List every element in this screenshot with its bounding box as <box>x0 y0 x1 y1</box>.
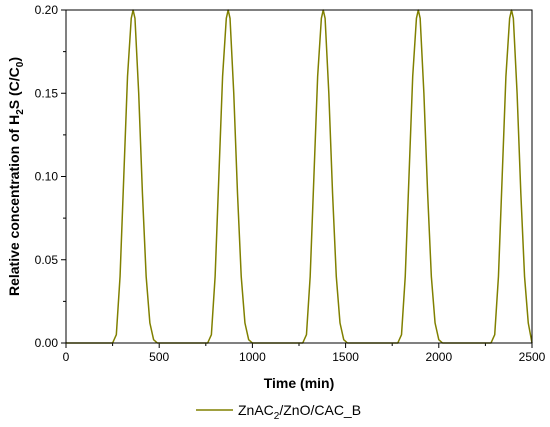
y-axis-title: Relative concentration of H2S (C/C0) <box>6 57 26 296</box>
y-tick-label: 0.05 <box>35 253 59 267</box>
x-tick-label: 1000 <box>239 350 266 364</box>
series-line-0 <box>66 9 533 344</box>
y-axis-title-sub-0: 0 <box>15 61 26 67</box>
y-axis-title-main: Relative concentration of H <box>6 115 22 296</box>
y-tick-label: 0.10 <box>35 170 59 184</box>
x-tick-label: 0 <box>63 350 70 364</box>
x-tick-label: 2500 <box>519 350 546 364</box>
x-tick-label: 1500 <box>332 350 359 364</box>
tick-labels-layer: 0 500 1000 1500 2000 2500 0.00 0.05 0.10 0.15 0.20 <box>35 3 546 364</box>
legend-label-main: ZnAC <box>238 402 274 418</box>
x-tick-label: 500 <box>149 350 169 364</box>
legend-label: ZnAC2/ZnO/CAC_B <box>238 402 361 422</box>
ticks-layer <box>61 9 533 348</box>
y-axis-title-sub-2: 2 <box>15 109 26 115</box>
series-layer <box>66 9 533 344</box>
x-axis-title: Time (min) <box>264 375 335 391</box>
legend: ZnAC2/ZnO/CAC_B <box>196 402 361 422</box>
y-tick-label: 0.15 <box>35 86 59 100</box>
plot-frame <box>65 9 533 344</box>
x-tick-label: 2000 <box>425 350 452 364</box>
y-tick-label: 0.20 <box>35 3 59 17</box>
legend-label-rest: /ZnO/CAC_B <box>279 402 361 418</box>
y-axis-title-end: ) <box>6 57 22 62</box>
y-axis-title-mid: S (C/C <box>6 67 22 109</box>
y-tick-label: 0.00 <box>35 336 59 350</box>
legend-label-sub: 2 <box>274 411 280 422</box>
